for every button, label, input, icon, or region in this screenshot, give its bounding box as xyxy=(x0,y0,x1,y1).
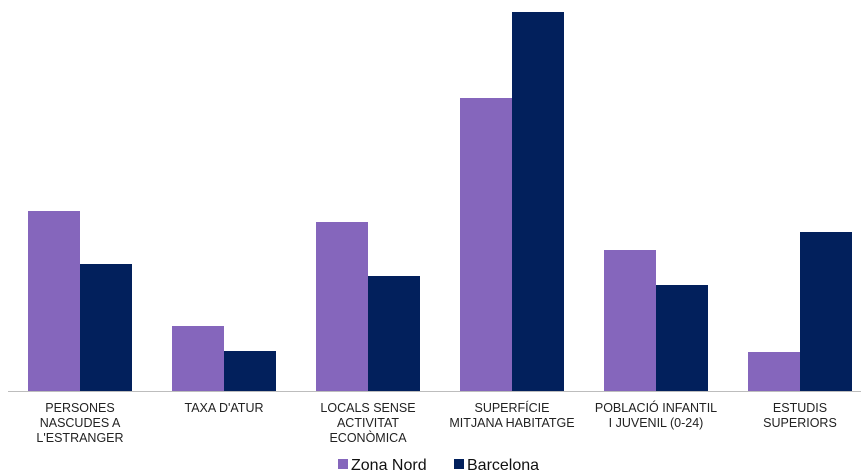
bar-zona-nord-2 xyxy=(316,222,368,391)
bar-zona-nord-3 xyxy=(460,98,512,391)
category-label-4: POBLACIÓ INFANTIL I JUVENIL (0-24) xyxy=(595,400,717,430)
bar-barcelona-2 xyxy=(368,276,420,391)
bar-barcelona-0 xyxy=(80,264,132,391)
category-label-2: LOCALS SENSE ACTIVITAT ECONÒMICA xyxy=(320,401,415,445)
category-label-line: LOCALS SENSE xyxy=(320,401,415,415)
bar-zona-nord-1 xyxy=(172,326,224,391)
legend-swatch xyxy=(338,459,348,469)
bar-barcelona-3 xyxy=(512,12,564,391)
category-label-0: PERSONES NASCUDES A L'ESTRANGER xyxy=(36,401,123,445)
category-label-line: SUPERFÍCIE xyxy=(474,400,549,415)
category-label-line: MITJANA HABITATGE xyxy=(449,416,574,430)
category-labels: PERSONES NASCUDES A L'ESTRANGER TAXA D'ATUR… xyxy=(36,400,836,445)
bar-barcelona-5 xyxy=(800,232,852,391)
category-label-line: PERSONES xyxy=(45,401,114,415)
category-label-line: POBLACIÓ INFANTIL xyxy=(595,400,717,415)
legend: Zona Nord Barcelona xyxy=(338,457,539,474)
bar-barcelona-4 xyxy=(656,285,708,391)
bar-zona-nord-5 xyxy=(748,352,800,391)
legend-item-barcelona: Barcelona xyxy=(454,457,539,474)
legend-label: Zona Nord xyxy=(351,457,427,474)
category-label-1: TAXA D'ATUR xyxy=(184,401,263,415)
category-label-line: ESTUDIS xyxy=(773,401,827,415)
category-label-line: L'ESTRANGER xyxy=(36,431,123,445)
category-label-line: TAXA D'ATUR xyxy=(184,401,263,415)
category-label-3: SUPERFÍCIE MITJANA HABITATGE xyxy=(449,400,574,430)
bar-barcelona-1 xyxy=(224,351,276,391)
category-label-line: ACTIVITAT xyxy=(337,416,399,430)
bar-zona-nord-0 xyxy=(28,211,80,391)
legend-label: Barcelona xyxy=(467,457,539,474)
category-label-line: SUPERIORS xyxy=(763,416,837,430)
legend-item-zona-nord: Zona Nord xyxy=(338,457,427,474)
category-label-line: I JUVENIL (0-24) xyxy=(609,416,704,430)
category-label-5: ESTUDIS SUPERIORS xyxy=(763,401,837,430)
bar-zona-nord-4 xyxy=(604,250,656,391)
legend-swatch xyxy=(454,459,464,469)
category-label-line: ECONÒMICA xyxy=(329,430,407,445)
category-label-line: NASCUDES A xyxy=(40,416,121,430)
bars-layer xyxy=(28,12,852,391)
